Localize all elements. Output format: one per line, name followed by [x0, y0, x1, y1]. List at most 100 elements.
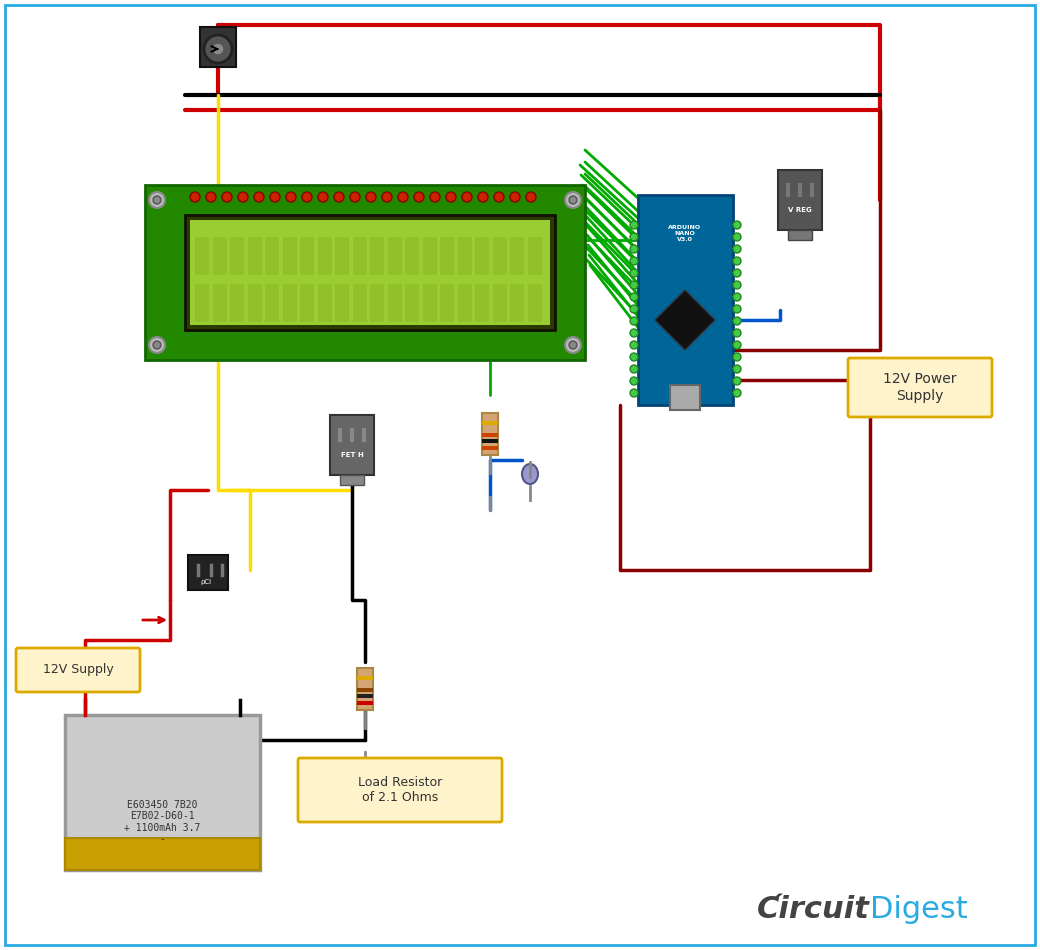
Bar	[482, 446, 498, 450]
Circle shape	[494, 192, 504, 202]
Bar	[300, 284, 314, 322]
Circle shape	[733, 317, 740, 325]
Circle shape	[204, 35, 232, 63]
Bar	[357, 668, 373, 710]
Bar	[440, 284, 454, 322]
Bar	[482, 421, 498, 425]
Text: FET H: FET H	[341, 452, 363, 458]
Circle shape	[153, 341, 161, 349]
Bar	[638, 195, 733, 405]
Circle shape	[733, 353, 740, 361]
Bar	[440, 237, 454, 275]
Circle shape	[270, 192, 280, 202]
Bar	[527, 284, 542, 322]
Circle shape	[630, 293, 638, 301]
Circle shape	[153, 196, 161, 204]
Bar	[357, 701, 373, 705]
Bar	[340, 475, 364, 485]
Text: 12V Supply: 12V Supply	[43, 663, 113, 676]
Bar	[317, 237, 332, 275]
Circle shape	[733, 341, 740, 349]
Circle shape	[630, 317, 638, 325]
Bar	[493, 284, 506, 322]
Circle shape	[510, 192, 520, 202]
Bar	[527, 237, 542, 275]
Bar	[283, 284, 296, 322]
Bar	[482, 433, 498, 437]
Circle shape	[149, 337, 165, 353]
Circle shape	[212, 43, 224, 55]
Circle shape	[630, 245, 638, 253]
Bar	[230, 284, 244, 322]
Bar	[317, 284, 332, 322]
Bar	[510, 284, 524, 322]
Bar	[190, 220, 550, 325]
Circle shape	[382, 192, 392, 202]
Bar	[265, 237, 279, 275]
Circle shape	[350, 192, 360, 202]
Bar	[330, 415, 374, 475]
Bar	[283, 237, 296, 275]
Circle shape	[630, 257, 638, 265]
Text: ARDUINO
NANO
V3.0: ARDUINO NANO V3.0	[669, 225, 702, 241]
Bar	[64, 715, 260, 870]
Circle shape	[630, 269, 638, 277]
Bar	[388, 284, 401, 322]
Circle shape	[733, 293, 740, 301]
Circle shape	[238, 192, 248, 202]
Bar	[493, 237, 506, 275]
Bar	[248, 284, 261, 322]
Bar	[230, 237, 244, 275]
Circle shape	[733, 281, 740, 289]
FancyBboxPatch shape	[848, 358, 992, 417]
Circle shape	[630, 233, 638, 241]
Circle shape	[149, 192, 165, 208]
Bar	[357, 676, 373, 680]
Bar	[422, 237, 437, 275]
Circle shape	[222, 192, 232, 202]
Bar	[196, 284, 209, 322]
Circle shape	[565, 192, 581, 208]
Circle shape	[366, 192, 376, 202]
Polygon shape	[655, 290, 716, 350]
Circle shape	[630, 281, 638, 289]
Bar	[405, 284, 419, 322]
Bar	[475, 284, 489, 322]
Text: Load Resistor
of 2.1 Ohms: Load Resistor of 2.1 Ohms	[358, 776, 442, 804]
Bar	[388, 237, 401, 275]
FancyBboxPatch shape	[298, 758, 502, 822]
Circle shape	[446, 192, 456, 202]
Text: ρCi: ρCi	[201, 579, 211, 585]
Circle shape	[630, 221, 638, 229]
Circle shape	[630, 389, 638, 397]
Circle shape	[733, 389, 740, 397]
Bar	[212, 284, 227, 322]
Bar	[370, 284, 384, 322]
Circle shape	[430, 192, 440, 202]
Circle shape	[478, 192, 488, 202]
Text: V REG: V REG	[788, 207, 812, 213]
Bar	[200, 27, 236, 67]
Circle shape	[733, 257, 740, 265]
Bar	[353, 237, 366, 275]
Bar	[357, 694, 373, 698]
Bar	[357, 688, 373, 692]
Circle shape	[630, 329, 638, 337]
Bar	[458, 237, 471, 275]
Circle shape	[462, 192, 472, 202]
Bar	[482, 439, 498, 443]
Bar	[422, 284, 437, 322]
Bar	[145, 185, 584, 360]
Bar	[405, 237, 419, 275]
Circle shape	[630, 377, 638, 385]
Bar	[196, 237, 209, 275]
Text: Digest: Digest	[870, 896, 968, 924]
Bar	[188, 555, 228, 590]
Circle shape	[733, 269, 740, 277]
Bar	[335, 237, 349, 275]
Bar	[482, 413, 498, 455]
Bar	[64, 838, 260, 870]
Bar	[248, 237, 261, 275]
Circle shape	[569, 196, 577, 204]
Bar	[475, 237, 489, 275]
